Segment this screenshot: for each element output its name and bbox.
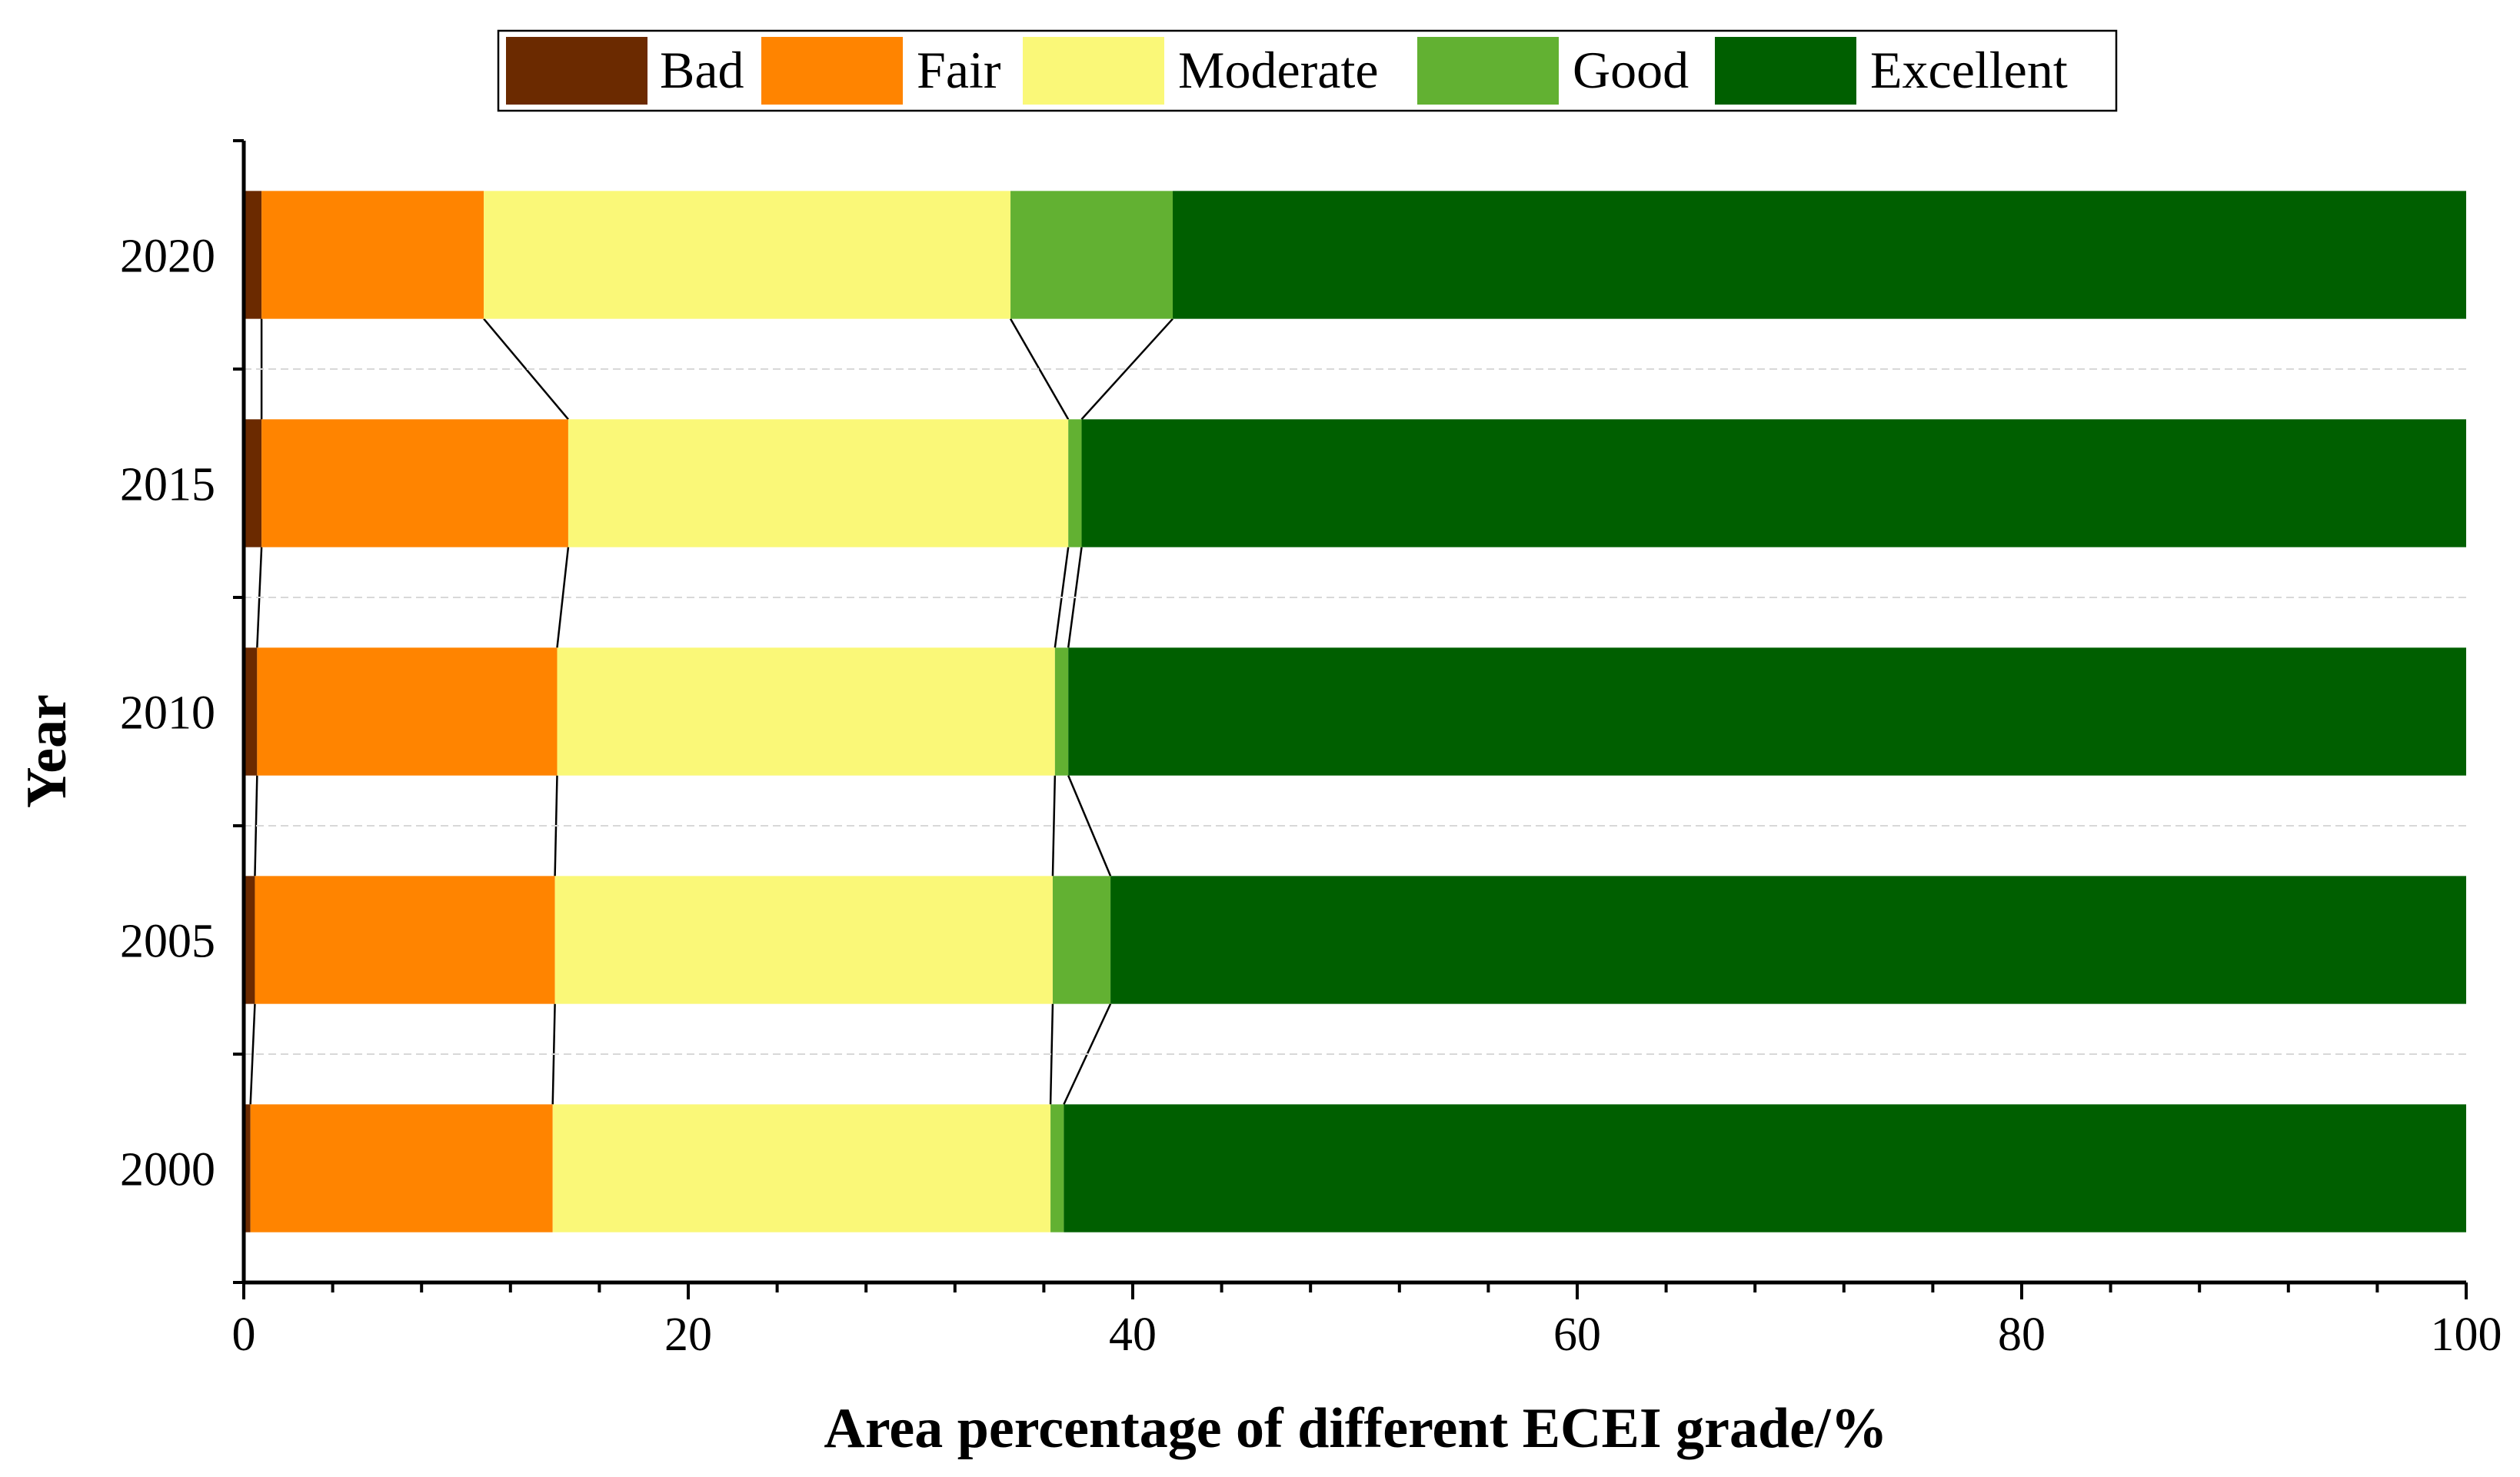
y-ticks: 2000 2005 2010 2015 2020 xyxy=(120,139,244,1284)
bar-bad-2015 xyxy=(244,419,262,547)
connector-line xyxy=(1009,318,1070,420)
legend-swatch-fair xyxy=(761,37,903,105)
bar-bad-2005 xyxy=(244,876,255,1004)
connector-line xyxy=(1067,775,1112,877)
legend-label-moderate: Moderate xyxy=(1178,41,1379,99)
bar-good-2010 xyxy=(1054,647,1069,776)
y-tick-label: 2000 xyxy=(120,1144,215,1196)
bar-good-2020 xyxy=(1010,191,1173,319)
legend-label-bad: Bad xyxy=(660,41,744,99)
legend: Bad Fair Moderate Good Excellent xyxy=(497,29,2118,112)
connector-line xyxy=(254,775,258,877)
bar-moderate-2005 xyxy=(554,876,1053,1004)
legend-swatch-good xyxy=(1417,37,1559,105)
y-tick-label: 2010 xyxy=(120,687,215,740)
x-ticks: 0 20 40 60 80 100 xyxy=(232,1282,2502,1361)
bar-segments xyxy=(244,191,2466,1232)
y-tick-label: 2020 xyxy=(120,231,215,283)
bar-moderate-2010 xyxy=(557,647,1055,776)
connector-line xyxy=(1049,1003,1054,1105)
bar-bad-2000 xyxy=(244,1104,251,1232)
bar-excellent-2005 xyxy=(1110,876,2466,1004)
bar-fair-2005 xyxy=(255,876,555,1004)
x-tick-label: 60 xyxy=(1553,1309,1601,1361)
bar-moderate-2015 xyxy=(568,419,1069,547)
y-tick-label: 2015 xyxy=(120,459,215,511)
category-separators xyxy=(244,368,2466,1055)
bar-excellent-2020 xyxy=(1173,191,2466,319)
bar-excellent-2000 xyxy=(1064,1104,2466,1232)
legend-swatch-bad xyxy=(506,37,647,105)
bar-fair-2010 xyxy=(257,647,558,776)
bar-fair-2020 xyxy=(261,191,484,319)
bar-bad-2010 xyxy=(244,647,258,776)
x-axis-title: Area percentage of different ECEI grade/… xyxy=(824,1397,1887,1460)
bar-moderate-2000 xyxy=(552,1104,1051,1232)
bar-excellent-2010 xyxy=(1068,647,2466,776)
bar-fair-2000 xyxy=(250,1104,553,1232)
y-axis-title: Year xyxy=(15,694,78,808)
legend-swatch-excellent xyxy=(1715,37,1856,105)
x-tick-label: 100 xyxy=(2431,1309,2502,1361)
x-tick-label: 40 xyxy=(1109,1309,1157,1361)
legend-label-excellent: Excellent xyxy=(1870,41,2068,99)
connector-line xyxy=(556,547,570,648)
y-tick-label: 2005 xyxy=(120,916,215,968)
x-tick-label: 20 xyxy=(664,1309,712,1361)
legend-label-fair: Fair xyxy=(917,41,1001,99)
connector-line xyxy=(249,1003,256,1105)
x-tick-label: 0 xyxy=(232,1309,256,1361)
connector-line xyxy=(483,318,569,421)
connector-line xyxy=(1080,318,1173,421)
bar-good-2000 xyxy=(1050,1104,1064,1232)
x-tick-label: 80 xyxy=(1998,1309,2046,1361)
bar-fair-2015 xyxy=(261,419,568,547)
bar-bad-2020 xyxy=(244,191,262,319)
legend-label-good: Good xyxy=(1573,41,1689,99)
bar-good-2005 xyxy=(1052,876,1111,1004)
bar-excellent-2015 xyxy=(1081,419,2466,547)
connector-line xyxy=(1051,775,1057,877)
axes xyxy=(241,141,2466,1285)
legend-swatch-moderate xyxy=(1023,37,1164,105)
bar-moderate-2020 xyxy=(484,191,1011,319)
bar-good-2015 xyxy=(1068,419,1082,547)
